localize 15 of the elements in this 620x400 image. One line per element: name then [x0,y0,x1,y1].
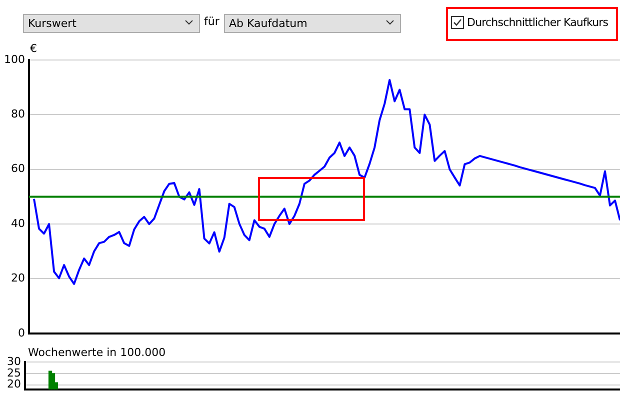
text: Kurswert [23,14,200,33]
text: Ab Kaufdatum [224,14,401,33]
y-tick-label: 100 [4,52,25,66]
y-tick-label: 0 [18,326,25,340]
y-axis-title: € [30,42,37,55]
y-tick-label: 60 [10,162,25,176]
y-tick-label: 20 [10,272,25,285]
y-tick-label: 80 [10,108,25,121]
y-tick-label: 20 [6,378,21,391]
text: für [204,15,220,28]
text: Durchschnittlicher Kaufkurs [467,16,608,29]
y-tick-label: 30 [6,354,21,368]
y-tick-label: 25 [6,366,21,380]
y-tick-label: 40 [10,216,25,230]
y-axis-title: Wochenwerte in 100.000 [28,346,166,359]
